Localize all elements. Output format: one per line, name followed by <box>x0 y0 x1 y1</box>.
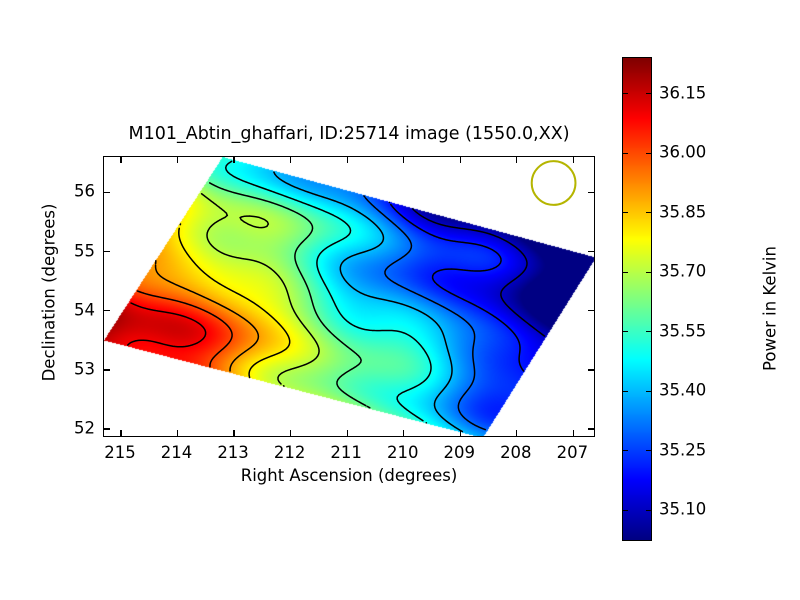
y-axis-label: Declination (degrees) <box>39 203 59 382</box>
colorbar-tick-mark <box>646 331 651 333</box>
colorbar[interactable] <box>622 57 652 541</box>
colorbar-tick-mark <box>646 271 651 273</box>
x-tick-mark <box>403 430 405 436</box>
y-tick-mark <box>104 369 110 371</box>
colorbar-tick-mark <box>623 152 628 154</box>
y-tick-mark <box>588 369 594 371</box>
colorbar-tick-mark <box>646 450 651 452</box>
x-tick-mark <box>516 430 518 436</box>
heatmap-image <box>104 157 594 436</box>
x-tick-mark <box>346 430 348 436</box>
colorbar-tick-mark <box>646 212 651 214</box>
x-tick-label: 214 <box>160 443 193 462</box>
y-tick-label: 56 <box>74 181 95 201</box>
colorbar-tick-mark <box>623 212 628 214</box>
colorbar-tick-label: 35.55 <box>659 321 707 341</box>
beam-circle-icon <box>530 160 577 206</box>
colorbar-tick-mark <box>623 450 628 452</box>
page-title: M101_Abtin_ghaffari, ID:25714 image (155… <box>128 124 570 144</box>
x-tick-mark <box>572 157 575 163</box>
colorbar-tick-mark <box>623 271 628 273</box>
beam-marker-layer <box>530 160 577 206</box>
colorbar-tick-mark <box>646 93 651 95</box>
colorbar-tick-mark <box>646 509 651 511</box>
x-tick-mark <box>233 430 235 436</box>
x-tick-mark <box>289 157 292 163</box>
x-tick-mark <box>459 430 461 436</box>
x-tick-label: 210 <box>386 443 419 462</box>
colorbar-tick-label: 36.00 <box>659 142 707 162</box>
y-tick-mark <box>588 191 594 194</box>
x-tick-mark <box>120 157 122 163</box>
x-axis-label: Right Ascension (degrees) <box>240 466 458 485</box>
y-tick-label: 53 <box>74 359 95 379</box>
x-tick-mark <box>233 157 235 163</box>
x-tick-mark <box>289 430 292 436</box>
x-tick-mark <box>346 157 348 163</box>
y-tick-mark <box>588 428 594 430</box>
y-tick-label: 55 <box>74 241 95 261</box>
x-tick-mark <box>459 157 461 163</box>
x-tick-mark <box>176 430 179 436</box>
colorbar-title: Power in Kelvin <box>760 246 780 371</box>
x-tick-label: 207 <box>556 443 589 462</box>
y-tick-mark <box>588 310 594 312</box>
y-tick-label: 52 <box>74 418 95 438</box>
colorbar-tick-mark <box>623 390 628 392</box>
x-tick-label: 208 <box>500 443 532 462</box>
colorbar-tick-mark <box>646 390 651 392</box>
y-tick-label: 54 <box>74 300 95 320</box>
x-tick-label: 209 <box>443 443 476 462</box>
colorbar-tick-label: 35.40 <box>659 380 707 400</box>
x-tick-mark <box>403 157 405 163</box>
y-tick-mark <box>104 310 110 312</box>
colorbar-tick-label: 35.70 <box>659 261 707 281</box>
x-tick-mark <box>120 430 122 436</box>
colorbar-tick-mark <box>623 509 628 511</box>
y-tick-mark <box>104 428 110 430</box>
y-tick-mark <box>588 251 594 253</box>
x-tick-mark <box>176 157 179 163</box>
colorbar-gradient <box>623 58 651 540</box>
y-tick-mark <box>104 251 110 253</box>
colorbar-tick-label: 35.25 <box>659 440 707 460</box>
y-tick-mark <box>104 191 110 194</box>
x-tick-label: 211 <box>330 443 362 462</box>
main-axes[interactable] <box>103 156 595 437</box>
x-tick-mark <box>516 157 518 163</box>
contour-lines <box>127 160 546 433</box>
x-tick-label: 212 <box>273 443 306 462</box>
colorbar-tick-mark <box>646 152 651 154</box>
colorbar-tick-label: 35.85 <box>659 202 707 222</box>
colorbar-tick-label: 36.15 <box>659 83 707 103</box>
x-tick-label: 213 <box>217 443 249 462</box>
colorbar-tick-label: 35.10 <box>659 499 707 519</box>
colorbar-tick-mark <box>623 331 628 333</box>
x-tick-mark <box>572 430 575 436</box>
x-tick-label: 215 <box>104 443 136 462</box>
colorbar-tick-mark <box>623 93 628 95</box>
